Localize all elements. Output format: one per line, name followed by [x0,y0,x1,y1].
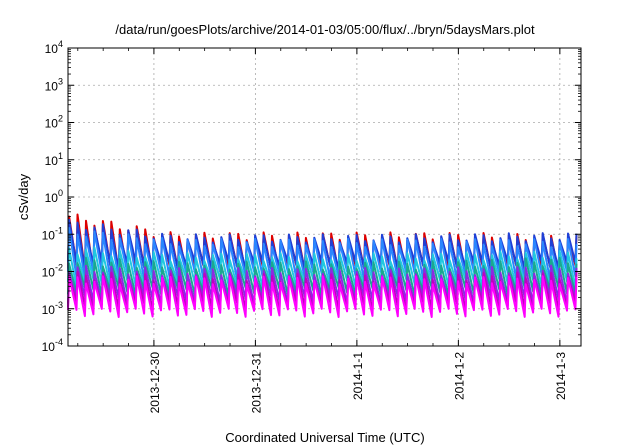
y-tick-exponent: 2 [58,114,63,124]
y-tick-label: 102 [45,114,63,131]
x-tick-label: 2014-1-3 [554,352,568,400]
x-tick-label: 2013-12-31 [249,352,263,414]
x-axis: 2013-12-30 2013-12-31 2014-1-1 2014-1-2 2014… [77,48,568,414]
y-tick-base: 10 [45,79,59,93]
y-tick-base: 10 [42,340,56,354]
x-axis-label: Coordinated Universal Time (UTC) [225,430,424,445]
y-tick-exponent: -2 [55,263,63,273]
x-tick-label: 2014-1-2 [452,352,466,400]
y-tick-base: 10 [45,191,59,205]
y-tick-label: 10-1 [42,225,63,242]
y-tick-exponent: 3 [58,76,63,86]
y-tick-exponent: -3 [55,300,63,310]
y-tick-label: 103 [45,76,63,93]
series-line-8 [67,275,578,318]
y-tick-base: 10 [42,303,56,317]
chart-title: /data/run/goesPlots/archive/2014-01-03/0… [115,22,535,37]
y-tick-exponent: -1 [55,225,63,235]
y-tick-exponent: -4 [55,337,63,347]
y-tick-label: 10-2 [42,263,63,280]
y-tick-base: 10 [42,266,56,280]
y-tick-label: 10-3 [42,300,63,317]
series-group [67,213,578,318]
y-tick-exponent: 4 [58,39,63,49]
y-tick-base: 10 [45,154,59,168]
x-tick-label: 2014-1-1 [351,352,365,400]
x-tick-label: 2013-12-30 [148,352,162,414]
y-tick-label: 101 [45,151,63,168]
y-tick-exponent: 1 [58,151,63,161]
y-tick-base: 10 [42,228,56,242]
y-tick-label: 104 [45,39,63,56]
y-tick-label: 10-4 [42,337,63,354]
y-tick-label: 100 [45,188,63,205]
y-tick-base: 10 [45,117,59,131]
y-tick-exponent: 0 [58,188,63,198]
y-tick-base: 10 [45,42,59,56]
y-axis-label: cSv/day [16,173,31,220]
